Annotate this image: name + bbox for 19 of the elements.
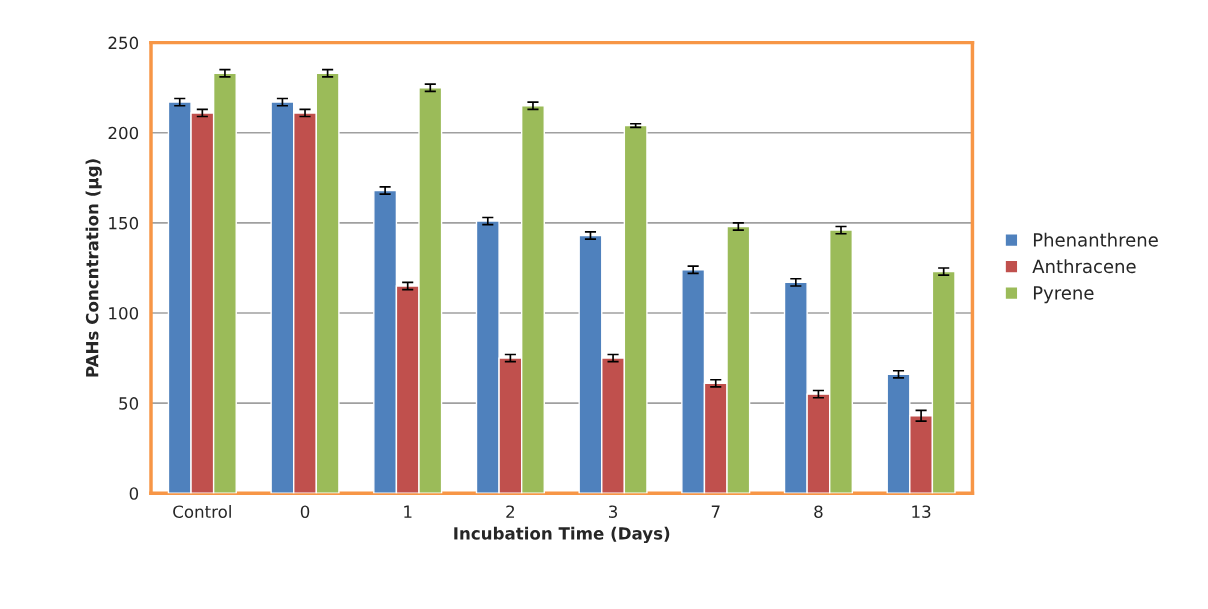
x-tick-label: 0 xyxy=(300,505,310,518)
y-tick-label: 200 xyxy=(108,126,139,140)
y-tick-label: 250 xyxy=(108,36,139,50)
y-tick-label: 150 xyxy=(109,216,139,230)
legend-label: Pyrene xyxy=(1033,286,1094,304)
y-tick-label: 0 xyxy=(129,487,139,500)
y-tick-label: 100 xyxy=(109,306,139,320)
x-tick-label: 3 xyxy=(609,505,618,518)
y-tick-label: 50 xyxy=(119,397,139,410)
y-axis-title: PAHs Concntration (µg) xyxy=(85,159,102,377)
legend-label: Phenanthrene xyxy=(1033,232,1158,247)
x-tick-label: 8 xyxy=(814,505,823,518)
x-tick-label: 1 xyxy=(404,505,412,518)
x-tick-label: 7 xyxy=(711,505,720,518)
legend-label: Anthracene xyxy=(1032,259,1136,274)
x-axis-title: Incubation Time (Days) xyxy=(454,526,670,544)
x-tick-label: 13 xyxy=(912,505,931,518)
x-tick-label: 2 xyxy=(506,505,515,518)
x-tick-label: Control xyxy=(173,505,231,518)
